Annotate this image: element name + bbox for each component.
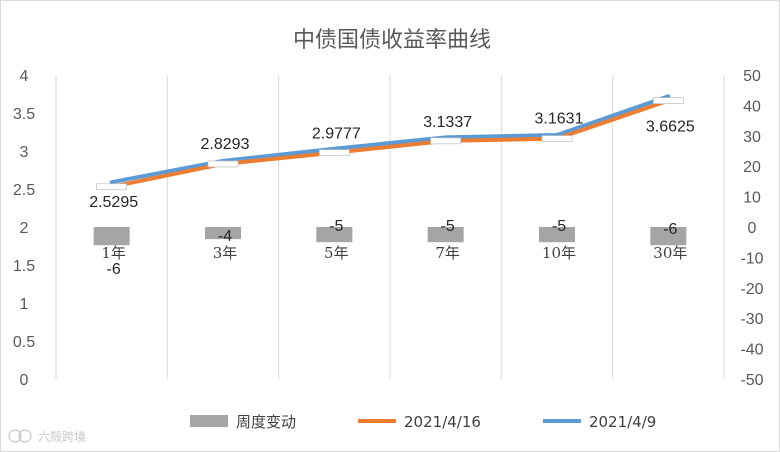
grid-layer (55, 75, 725, 379)
y-left-tick-label: 1 (20, 296, 29, 313)
x-category-label: 1年 (101, 244, 126, 262)
y-right-tick-label: -50 (740, 372, 763, 389)
bar-weekly-change (316, 227, 353, 243)
y-right-tick-label: -40 (740, 342, 763, 359)
bar-weekly-change (427, 227, 464, 243)
chart-title: 中债国债收益率曲线 (293, 28, 491, 53)
bar-layer (93, 227, 687, 246)
y-right-tick-label: 0 (748, 220, 757, 237)
y-right-tick-label: -10 (740, 250, 763, 267)
y-right-tick-label: 20 (743, 159, 761, 176)
series-line (109, 98, 671, 189)
y-left-tick-label: 0 (20, 372, 29, 389)
y-right-tick-label: -20 (740, 281, 763, 298)
line-marker (430, 137, 462, 145)
legend-label: 2021/4/16 (404, 413, 481, 431)
y-left-tick-label: 4 (20, 68, 29, 85)
y-left-tick-label: 2.5 (13, 182, 35, 199)
y-left-tick-label: 2 (20, 220, 29, 237)
label-layer: 1年 3年 5年 7年 10年 30年 -6 -4 -5 -5 -5 -6 2.5295 2.8293 2.… (89, 111, 695, 278)
legend: 周度变动 2021/4/16 2021/4/9 (190, 413, 656, 431)
bar-data-label: -5 (329, 218, 343, 235)
y-right-tick-label: 30 (743, 129, 761, 146)
bar-weekly-change (93, 227, 130, 246)
line-data-label: 3.1631 (535, 111, 584, 128)
bar-data-label: -6 (107, 261, 121, 278)
y-right-tick-label: 40 (743, 98, 761, 115)
axis-layer: 0 0.5 1 1.5 2 2.5 3 3.5 4 -50 -40 -30 -20 -10 0 10 20 30 4… (13, 68, 764, 389)
x-category-label: 5年 (324, 244, 349, 262)
x-category-label: 30年 (653, 244, 687, 262)
line-data-label: 3.1337 (423, 114, 472, 131)
y-right-tick-label: -30 (740, 311, 763, 328)
watermark-text: 六殻跨境 (38, 429, 86, 444)
line-data-label: 2.9777 (312, 126, 361, 143)
bar-weekly-change (205, 227, 241, 240)
bar-weekly-change (539, 227, 575, 243)
legend-swatch-bar (190, 415, 228, 427)
y-left-tick-label: 3 (20, 144, 29, 161)
watermark: 六殻跨境 (8, 429, 86, 444)
line-marker (207, 160, 239, 168)
line-layer (96, 94, 684, 191)
line-marker (541, 135, 573, 142)
y-left-tick-label: 0.5 (13, 334, 35, 351)
y-left-tick-label: 3.5 (13, 106, 35, 123)
line-data-label: 3.6625 (646, 119, 695, 136)
y-right-tick-label: 50 (743, 68, 761, 85)
line-marker (652, 97, 684, 105)
legend-label: 周度变动 (236, 413, 296, 431)
bar-data-label: -4 (218, 228, 232, 245)
watermark-logo-icon (8, 429, 32, 443)
x-category-label: 3年 (213, 244, 238, 262)
x-category-label: 7年 (435, 244, 460, 262)
legend-label: 2021/4/9 (589, 413, 656, 431)
bar-data-label: -5 (552, 218, 566, 235)
line-marker (318, 149, 350, 157)
line-marker (96, 183, 128, 191)
bar-weekly-change (650, 227, 687, 246)
y-left-tick-label: 1.5 (13, 258, 35, 275)
series-line (109, 94, 671, 185)
x-category-label: 10年 (542, 244, 576, 262)
line-data-label: 2.8293 (201, 136, 250, 153)
bar-data-label: -6 (663, 221, 677, 238)
line-data-label: 2.5295 (89, 194, 138, 211)
bar-data-label: -5 (441, 218, 455, 235)
y-right-tick-label: 10 (743, 190, 761, 207)
